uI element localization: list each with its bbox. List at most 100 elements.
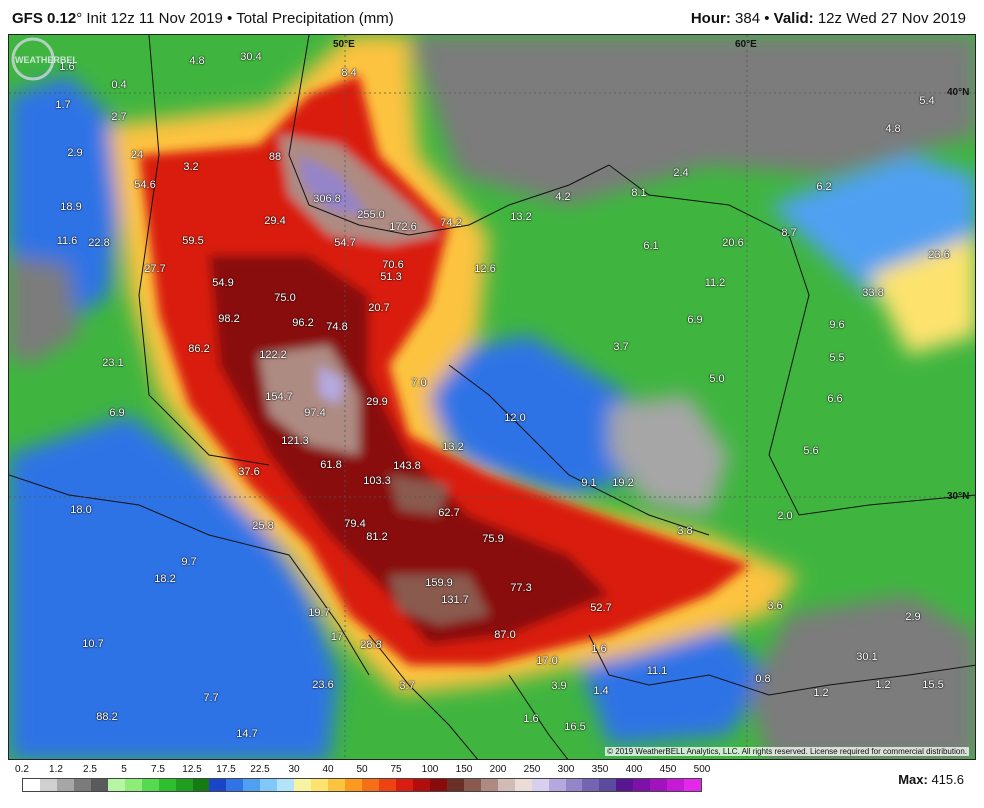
legend-swatch	[23, 779, 40, 791]
precip-value-label: 88.2	[96, 711, 118, 723]
precip-value-label: 75.0	[274, 292, 296, 304]
precip-value-label: 5.0	[709, 373, 725, 385]
legend-swatch	[124, 779, 142, 791]
precip-value-label: 12.6	[474, 263, 496, 275]
legend-tick-label: 1.2	[49, 764, 63, 775]
legend-tick-label: 200	[489, 764, 507, 775]
precip-value-label: 12.0	[504, 412, 526, 424]
precip-value-label: 9.7	[181, 556, 197, 568]
precip-value-label: 0.4	[111, 79, 127, 91]
max-value: Max: 415.6	[898, 772, 964, 787]
precip-value-label: 9.1	[581, 477, 597, 489]
precip-value-label: 0.8	[755, 673, 771, 685]
precip-value-label: 9.6	[829, 319, 845, 331]
degree-mark: °	[76, 10, 83, 27]
legend-swatch	[345, 779, 363, 791]
precip-value-label: 19.7	[308, 607, 330, 619]
precip-value-label: 86.2	[188, 343, 210, 355]
precip-value-label: 30.1	[856, 651, 878, 663]
legend-tick-label: 350	[591, 764, 609, 775]
precip-value-label: 159.9	[425, 577, 453, 589]
logo-text: WEATHERBELL	[15, 55, 77, 65]
precip-value-label: 8.7	[781, 227, 797, 239]
bullet-1: •	[227, 10, 233, 27]
precip-value-label: 51.3	[380, 271, 402, 283]
precip-value-label: 96.2	[292, 317, 314, 329]
precip-value-label: 2.4	[673, 167, 689, 179]
precip-value-label: 74.2	[440, 217, 462, 229]
precip-value-label: 75.9	[482, 533, 504, 545]
precip-value-label: 54.9	[212, 277, 234, 289]
legend-swatch	[73, 779, 91, 791]
precip-value-label: 1.6	[59, 61, 75, 73]
precip-value-label: 17.0	[536, 655, 558, 667]
hour-value: 384	[735, 10, 761, 27]
precipitation-map: 50°E 60°E 40°N 30°N 1.6 4.8 30.4 8.4 1.7 0.4 2…	[8, 34, 976, 760]
precip-value-label: 81.2	[366, 531, 388, 543]
legend-swatch	[599, 779, 617, 791]
legend-swatch	[175, 779, 193, 791]
precip-value-label: 5.4	[919, 95, 935, 107]
legend-tick-label: 5	[121, 764, 127, 775]
legend-tick-label: 400	[625, 764, 643, 775]
legend-tick-label: 300	[557, 764, 575, 775]
precip-value-label: 17	[330, 631, 344, 643]
precip-value-label: 11.6	[56, 235, 78, 247]
precip-value-label: 2.0	[777, 510, 793, 522]
precip-value-label: 154.7	[265, 391, 293, 403]
precip-value-label: 77.3	[510, 582, 532, 594]
legend-swatch	[243, 779, 261, 791]
precip-value-label: 13.2	[442, 441, 464, 453]
legend-tick-label: 150	[455, 764, 473, 775]
legend-swatch	[633, 779, 651, 791]
precip-value-label: 6.9	[109, 407, 125, 419]
precip-value-label: 3.8	[677, 525, 693, 537]
precip-value-label: 20.6	[722, 237, 744, 249]
precip-value-label: 143.8	[393, 460, 421, 472]
max-number: 415.6	[931, 772, 964, 787]
legend-swatch	[209, 779, 227, 791]
legend-swatch	[582, 779, 600, 791]
precip-value-label: 18.0	[70, 504, 92, 516]
legend-swatch	[616, 779, 634, 791]
precip-value-label: 103.3	[363, 475, 391, 487]
precip-value-label: 6.6	[827, 393, 843, 405]
precip-value-label: 19.2	[612, 477, 634, 489]
precip-value-label: 4.2	[555, 191, 571, 203]
precip-value-label: 2.9	[67, 147, 83, 159]
header-title: GFS 0.12° Init 12z 11 Nov 2019 • Total P…	[12, 10, 394, 27]
precip-value-label: 3.7	[399, 680, 415, 692]
weatherbell-logo: WEATHERBELL	[11, 37, 77, 81]
legend-tick-label: 250	[523, 764, 541, 775]
legend-tick-label: 50	[356, 764, 368, 775]
precip-value-label: 1.2	[875, 679, 891, 691]
hour-label: Hour:	[690, 10, 731, 27]
lon-label-60e: 60°E	[735, 39, 757, 50]
legend-swatch	[446, 779, 464, 791]
valid-label: Valid:	[773, 10, 814, 27]
legend-swatch	[531, 779, 549, 791]
map-header: GFS 0.12° Init 12z 11 Nov 2019 • Total P…	[0, 0, 984, 34]
legend-swatch	[158, 779, 176, 791]
valid-value: 12z Wed 27 Nov 2019	[817, 10, 966, 27]
precip-value-label: 70.6	[382, 259, 404, 271]
precip-value-label: 14.7	[236, 728, 258, 740]
precip-value-label: 20.7	[368, 302, 390, 314]
precip-value-label: 54.6	[134, 179, 156, 191]
legend-ticks: 0.2 1.2 2.5 5 7.5 12.5 17.5 22.5 30 40 50 75 100 150 2…	[15, 764, 710, 778]
legend-swatch	[107, 779, 125, 791]
legend-swatch	[90, 779, 108, 791]
precip-value-label: 7.0	[411, 377, 427, 389]
legend-swatch	[328, 779, 346, 791]
precipitation-field	[9, 35, 975, 759]
legend-swatch	[294, 779, 312, 791]
legend-swatch	[395, 779, 413, 791]
precip-value-label: 24	[130, 149, 144, 161]
legend-swatch	[429, 779, 447, 791]
legend-swatch	[56, 779, 74, 791]
precip-value-label: 88	[268, 151, 282, 163]
precip-value-label: 27.7	[144, 263, 166, 275]
legend-tick-label: 12.5	[182, 764, 202, 775]
precip-value-label: 3.9	[551, 680, 567, 692]
precip-value-label: 11.2	[704, 277, 726, 289]
